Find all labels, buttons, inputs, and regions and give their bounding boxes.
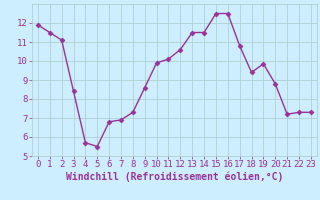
X-axis label: Windchill (Refroidissement éolien,°C): Windchill (Refroidissement éolien,°C) <box>66 172 283 182</box>
